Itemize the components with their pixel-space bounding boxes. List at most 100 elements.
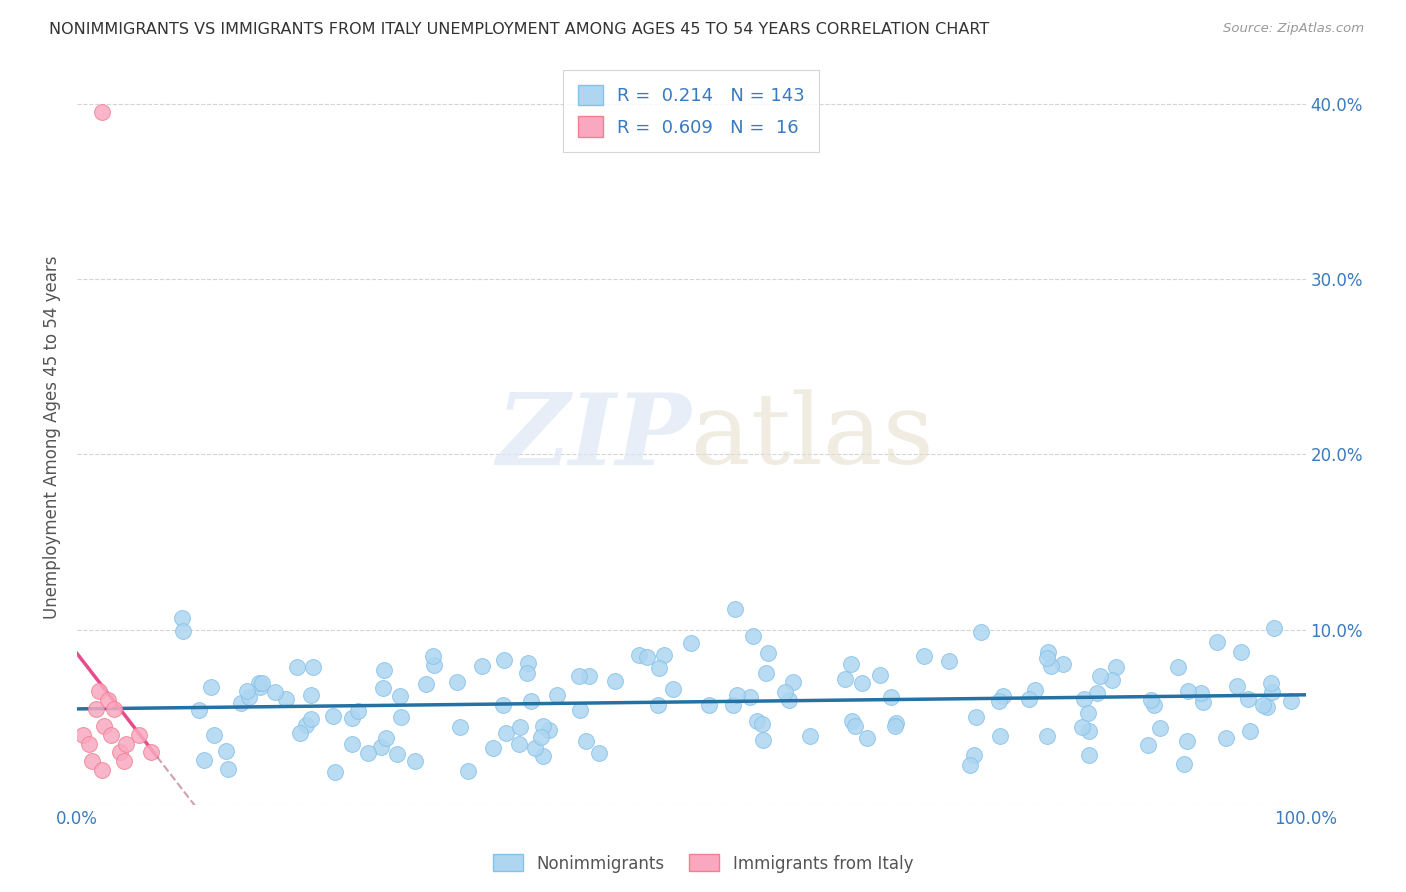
Point	[636, 650, 658, 665]
Point	[322, 709, 344, 723]
Point	[217, 762, 239, 776]
Point	[100, 728, 122, 742]
Point	[200, 681, 222, 695]
Point	[340, 711, 363, 725]
Point	[1256, 700, 1278, 714]
Point	[1215, 731, 1237, 745]
Point	[741, 629, 763, 643]
Point	[697, 698, 720, 712]
Point	[388, 689, 411, 703]
Point	[588, 746, 610, 760]
Point	[652, 648, 675, 663]
Point	[991, 689, 1014, 703]
Point	[531, 719, 554, 733]
Point	[834, 672, 856, 686]
Point	[385, 747, 408, 761]
Point	[1018, 691, 1040, 706]
Point	[1036, 645, 1059, 659]
Point	[963, 747, 986, 762]
Point	[938, 654, 960, 668]
Point	[912, 648, 935, 663]
Point	[389, 709, 412, 723]
Point	[90, 105, 112, 120]
Point	[1167, 660, 1189, 674]
Point	[745, 714, 768, 728]
Point	[89, 684, 111, 698]
Point	[662, 681, 685, 696]
Point	[1192, 695, 1215, 709]
Point	[844, 719, 866, 733]
Point	[751, 716, 773, 731]
Point	[215, 744, 238, 758]
Point	[508, 738, 530, 752]
Point	[1189, 686, 1212, 700]
Point	[603, 674, 626, 689]
Point	[1024, 682, 1046, 697]
Point	[516, 665, 538, 680]
Point	[569, 703, 592, 717]
Point	[988, 729, 1011, 743]
Point	[457, 764, 479, 778]
Point	[79, 737, 101, 751]
Point	[839, 657, 862, 671]
Text: Source: ZipAtlas.com: Source: ZipAtlas.com	[1223, 22, 1364, 36]
Point	[449, 721, 471, 735]
Point	[1263, 621, 1285, 635]
Point	[93, 719, 115, 733]
Point	[884, 715, 907, 730]
Point	[1078, 724, 1101, 739]
Point	[288, 725, 311, 739]
Point	[238, 690, 260, 705]
Point	[1101, 673, 1123, 688]
Point	[247, 676, 270, 690]
Point	[274, 691, 297, 706]
Point	[1077, 748, 1099, 763]
Point	[959, 758, 981, 772]
Point	[1206, 635, 1229, 649]
Point	[1260, 685, 1282, 699]
Point	[187, 702, 209, 716]
Point	[883, 719, 905, 733]
Point	[1239, 723, 1261, 738]
Y-axis label: Unemployment Among Ages 45 to 54 years: Unemployment Among Ages 45 to 54 years	[44, 255, 60, 618]
Point	[965, 710, 987, 724]
Point	[446, 674, 468, 689]
Point	[193, 752, 215, 766]
Point	[375, 731, 398, 745]
Point	[988, 694, 1011, 708]
Point	[1177, 684, 1199, 698]
Point	[1071, 720, 1094, 734]
Point	[841, 714, 863, 728]
Point	[567, 668, 589, 682]
Point	[1137, 738, 1160, 752]
Point	[1077, 706, 1099, 721]
Point	[740, 690, 762, 704]
Legend: Nonimmigrants, Immigrants from Italy: Nonimmigrants, Immigrants from Italy	[486, 847, 920, 880]
Point	[340, 737, 363, 751]
Point	[492, 698, 515, 712]
Point	[1052, 657, 1074, 672]
Point	[249, 680, 271, 694]
Point	[323, 764, 346, 779]
Point	[628, 648, 651, 662]
Point	[531, 749, 554, 764]
Point	[1230, 645, 1253, 659]
Point	[1035, 650, 1057, 665]
Point	[1143, 698, 1166, 713]
Point	[869, 667, 891, 681]
Point	[1139, 693, 1161, 707]
Point	[236, 684, 259, 698]
Point	[103, 701, 125, 715]
Point	[346, 704, 368, 718]
Point	[371, 681, 394, 695]
Point	[90, 763, 112, 777]
Point	[647, 698, 669, 712]
Point	[725, 688, 748, 702]
Point	[758, 646, 780, 660]
Point	[84, 701, 107, 715]
Point	[1073, 692, 1095, 706]
Point	[509, 720, 531, 734]
Point	[97, 693, 120, 707]
Point	[108, 746, 131, 760]
Point	[229, 696, 252, 710]
